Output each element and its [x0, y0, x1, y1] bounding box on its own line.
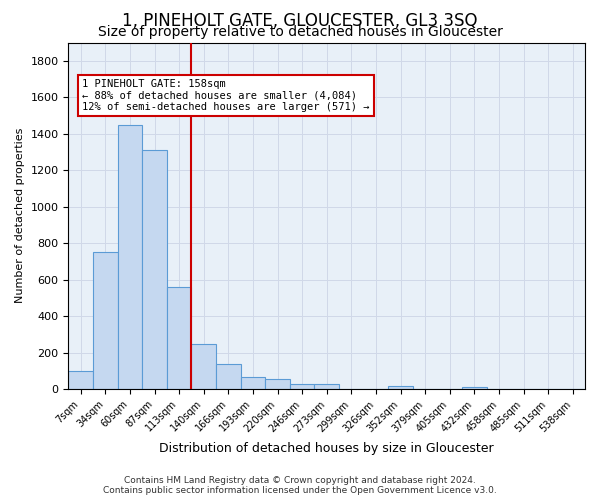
Bar — [388, 386, 413, 389]
Bar — [216, 364, 241, 389]
Bar — [68, 371, 93, 389]
Bar — [142, 150, 167, 389]
Bar — [290, 384, 314, 389]
Bar — [118, 124, 142, 389]
Bar — [314, 384, 339, 389]
Text: Size of property relative to detached houses in Gloucester: Size of property relative to detached ho… — [98, 25, 502, 39]
Text: 1 PINEHOLT GATE: 158sqm
← 88% of detached houses are smaller (4,084)
12% of semi: 1 PINEHOLT GATE: 158sqm ← 88% of detache… — [82, 79, 370, 112]
Bar — [167, 287, 191, 389]
Text: Contains HM Land Registry data © Crown copyright and database right 2024.
Contai: Contains HM Land Registry data © Crown c… — [103, 476, 497, 495]
Bar — [241, 377, 265, 389]
Bar — [265, 379, 290, 389]
X-axis label: Distribution of detached houses by size in Gloucester: Distribution of detached houses by size … — [160, 442, 494, 455]
Bar — [462, 387, 487, 389]
Text: 1, PINEHOLT GATE, GLOUCESTER, GL3 3SQ: 1, PINEHOLT GATE, GLOUCESTER, GL3 3SQ — [122, 12, 478, 30]
Y-axis label: Number of detached properties: Number of detached properties — [15, 128, 25, 304]
Bar — [93, 252, 118, 389]
Bar — [191, 344, 216, 389]
